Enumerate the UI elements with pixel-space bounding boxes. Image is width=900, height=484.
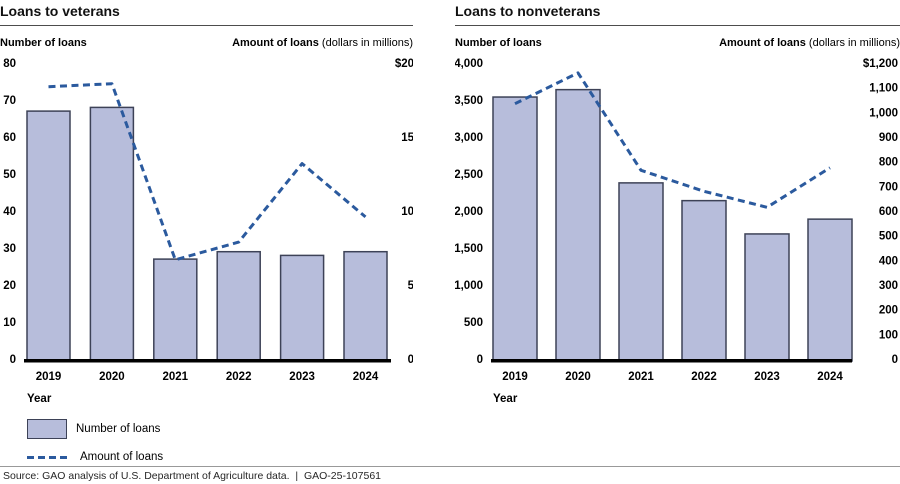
- right-axis-tick-label: 700: [879, 181, 898, 193]
- nonveterans-chart: 4,000 3,500 3,000 2,500 2,000 1,500 1,000 500 0 $…: [455, 58, 898, 405]
- veterans-right-axis-title: Amount of loans (dollars in millions): [232, 37, 413, 50]
- bar-2019: [492, 96, 538, 362]
- left-axis-tick-label: 60: [3, 132, 16, 144]
- legend-label: Amount of loans: [80, 451, 164, 463]
- x-axis-title: Year: [27, 393, 52, 405]
- bar-2019: [26, 110, 71, 362]
- x-axis-baseline: [491, 359, 852, 363]
- right-axis-tick-label: 400: [879, 255, 898, 267]
- x-axis-year-label: 2023: [289, 371, 315, 383]
- x-axis-year-label: 2024: [817, 371, 843, 383]
- left-axis-tick-label: 70: [3, 95, 16, 107]
- source-note: Source: GAO analysis of U.S. Department …: [3, 470, 381, 482]
- nonveterans-right-axis-title-note: (dollars in millions): [808, 37, 900, 49]
- veterans-left-axis-title: Number of loans: [0, 37, 87, 49]
- bar-2022: [216, 250, 261, 362]
- right-axis-tick-label: 300: [879, 280, 898, 292]
- left-axis-tick-label: 1,500: [455, 243, 483, 255]
- x-axis-year-label: 2024: [353, 371, 379, 383]
- left-axis-tick-label: 40: [3, 206, 16, 218]
- x-axis-year-label: 2021: [163, 371, 189, 383]
- bar-2022: [681, 199, 727, 362]
- right-axis-tick-label: $1,200: [863, 58, 898, 70]
- left-axis-tick-label: 20: [3, 280, 16, 292]
- right-axis-tick-label: 1,100: [869, 83, 898, 95]
- nonveterans-right-axis-title: Amount of loans (dollars in millions): [719, 37, 900, 50]
- right-axis-tick-label: 600: [879, 206, 898, 218]
- legend-item-amount-of-loans: Amount of loans: [27, 451, 413, 463]
- bar-2023: [744, 233, 790, 362]
- amount-of-loans-line: [514, 71, 831, 209]
- left-axis-tick-label: 30: [3, 243, 16, 255]
- x-axis-baseline: [24, 359, 391, 363]
- left-axis-tick-label: 4,000: [455, 58, 483, 70]
- left-axis-tick-label: 0: [10, 354, 16, 366]
- x-axis-year-label: 2021: [628, 371, 654, 383]
- right-axis-tick-label: 200: [879, 305, 898, 317]
- left-axis-tick-label: 10: [3, 317, 16, 329]
- x-axis-year-label: 2022: [226, 371, 252, 383]
- veterans-axis-header: Number of loans Amount of loans (dollars…: [0, 37, 413, 50]
- x-axis-year-label: 2020: [565, 371, 591, 383]
- x-axis-year-label: 2019: [36, 371, 62, 383]
- left-axis-tick-label: 2,500: [455, 169, 483, 181]
- bar-2023: [279, 254, 325, 362]
- footer-divider: Source: GAO analysis of U.S. Department …: [0, 466, 900, 482]
- veterans-chart-block: Loans to veterans Number of loans Amount…: [0, 0, 413, 463]
- right-axis-tick-label: 100: [879, 329, 898, 341]
- nonveterans-axis-header: Number of loans Amount of loans (dollars…: [455, 37, 900, 50]
- legend-label: Number of loans: [76, 423, 161, 435]
- bar-2024: [807, 218, 853, 362]
- x-axis-year-label: 2022: [691, 371, 717, 383]
- right-axis-tick-label: $20: [395, 58, 413, 70]
- left-axis-tick-label: 3,500: [455, 95, 483, 107]
- left-axis-tick-label: 1,000: [455, 280, 483, 292]
- dashed-line-swatch-icon: [27, 455, 71, 459]
- bar-2024: [343, 250, 388, 362]
- nonveterans-right-axis-title-main: Amount of loans: [719, 37, 806, 49]
- bar-swatch-icon: [27, 419, 67, 439]
- left-axis-tick-label: 0: [477, 354, 483, 366]
- right-axis-tick-label: 800: [879, 157, 898, 169]
- veterans-right-axis-title-note: (dollars in millions): [321, 37, 413, 49]
- left-axis-tick-label: 50: [3, 169, 16, 181]
- right-axis-tick-label: 15: [401, 132, 413, 144]
- left-axis-tick-label: 80: [3, 58, 16, 70]
- right-axis-tick-label: 10: [401, 206, 413, 218]
- nonveterans-left-axis-title: Number of loans: [455, 37, 542, 49]
- veterans-chart-title: Loans to veterans: [0, 0, 413, 26]
- veterans-right-axis-title-main: Amount of loans: [232, 37, 319, 49]
- bar-2021: [153, 258, 198, 362]
- bar-2021: [618, 182, 664, 362]
- nonveterans-chart-block: Loans to nonveterans Number of loans Amo…: [455, 0, 900, 406]
- bar-2020: [89, 106, 135, 362]
- x-axis-year-label: 2023: [754, 371, 780, 383]
- right-axis-tick-label: 500: [879, 231, 898, 243]
- x-axis-year-label: 2020: [99, 371, 125, 383]
- right-axis-tick-label: 900: [879, 132, 898, 144]
- left-axis-tick-label: 500: [464, 317, 483, 329]
- right-axis-tick-label: 0: [408, 354, 413, 366]
- right-axis-tick-label: 0: [892, 354, 898, 366]
- left-axis-tick-label: 3,000: [455, 132, 483, 144]
- left-axis-tick-label: 2,000: [455, 206, 483, 218]
- chart-legend: Number of loans Amount of loans: [27, 419, 413, 463]
- amount-of-loans-line: [48, 82, 367, 262]
- bar-2020: [555, 88, 601, 362]
- nonveterans-chart-title: Loans to nonveterans: [455, 0, 900, 26]
- legend-item-number-of-loans: Number of loans: [27, 419, 413, 439]
- x-axis-year-label: 2019: [502, 371, 528, 383]
- x-axis-title: Year: [493, 393, 518, 405]
- right-axis-tick-label: 1,000: [869, 107, 898, 119]
- right-axis-tick-label: 5: [408, 280, 413, 292]
